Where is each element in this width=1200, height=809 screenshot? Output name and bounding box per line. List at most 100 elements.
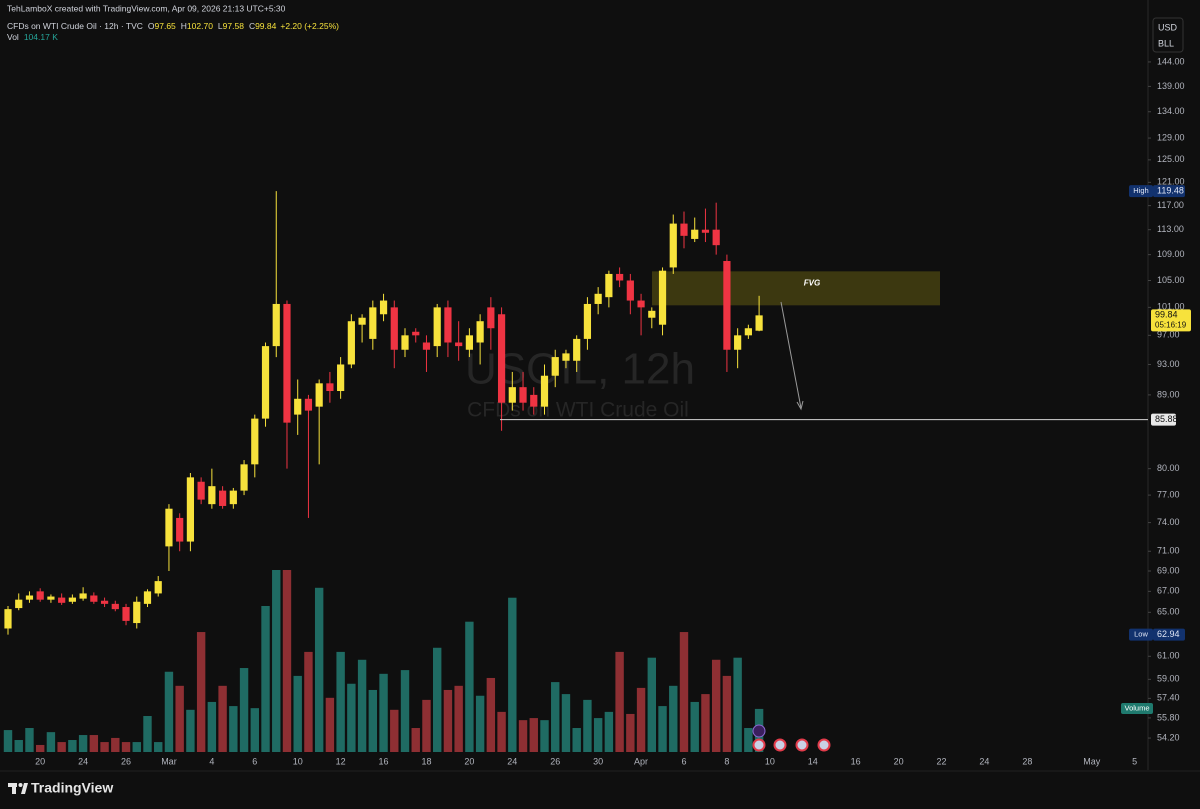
candle-body <box>465 335 473 350</box>
y-tick-label: 89.00 <box>1157 389 1180 399</box>
x-tick-label: 26 <box>121 756 131 766</box>
event-icon[interactable] <box>817 738 831 752</box>
volume-bar <box>443 689 453 752</box>
volume-bar <box>239 668 249 752</box>
candle-body <box>197 481 205 500</box>
y-tick-label: 77.00 <box>1157 489 1180 499</box>
y-tick-label: 57.40 <box>1157 693 1180 703</box>
candle-body <box>701 229 710 233</box>
volume-bar <box>701 694 710 752</box>
volume-bar <box>186 709 195 752</box>
x-tick-label: 10 <box>293 756 303 766</box>
y-tick-label: 113.00 <box>1157 224 1184 234</box>
ohlc-label: C <box>249 21 255 31</box>
candle-body <box>4 609 12 629</box>
volume-bar <box>164 671 174 752</box>
x-tick-label: 16 <box>851 756 861 766</box>
volume-bar <box>229 706 238 752</box>
volume-tag-bg <box>1121 703 1153 714</box>
x-tick-label: 18 <box>421 756 431 766</box>
volume-bar <box>679 632 689 752</box>
candle-body <box>637 300 645 308</box>
volume-bar <box>733 657 742 752</box>
volume-bar <box>154 742 163 752</box>
y-tick-label: 65.00 <box>1157 607 1180 617</box>
volume-bar <box>143 716 152 752</box>
volume-bar <box>604 711 614 752</box>
volume-bar <box>218 685 227 752</box>
price-tag-bg <box>1153 185 1185 198</box>
candle-body <box>47 596 55 600</box>
volume-bar <box>89 735 99 752</box>
price-tag-name-bg <box>1129 628 1153 641</box>
price-tag-name-bg <box>1129 185 1153 198</box>
candle-body <box>680 223 688 236</box>
logo[interactable] <box>8 783 28 794</box>
candle-body <box>100 600 109 604</box>
x-tick-label: Apr <box>634 756 648 766</box>
y-tick-label: 139.00 <box>1157 81 1185 91</box>
credit: TehLamboX created with TradingView.com, … <box>7 3 286 13</box>
change: +2.20 (+2.25%) <box>280 21 339 31</box>
event-icon[interactable] <box>752 738 766 752</box>
volume-bar <box>465 621 474 752</box>
currency-box[interactable] <box>1152 17 1184 53</box>
y-tick-label: 97.00 <box>1157 330 1180 340</box>
header: TehLamboX created with TradingView.com, … <box>7 3 339 42</box>
candle-body <box>530 394 538 407</box>
candle-body <box>304 398 313 411</box>
volume-bar <box>368 689 378 752</box>
candle-body <box>79 593 87 599</box>
unit: BLL <box>1158 38 1174 48</box>
candle-body <box>669 223 677 268</box>
logo-part <box>12 783 16 794</box>
brand: TradingView <box>31 780 113 796</box>
volume-bar <box>132 742 141 752</box>
candles <box>4 191 763 635</box>
candle-body <box>122 607 130 621</box>
candle-body <box>540 375 549 407</box>
candle-body <box>15 599 23 609</box>
y-tick-label: 80.00 <box>1157 463 1180 473</box>
drawings <box>752 301 831 752</box>
candle-body <box>712 229 720 246</box>
candle-body <box>433 307 441 347</box>
y-tick-label: 93.00 <box>1157 359 1180 369</box>
volume-bar <box>497 711 506 752</box>
volume-bar <box>121 742 131 752</box>
volume-bar <box>529 718 538 752</box>
volume-bar <box>325 697 335 752</box>
volume-bar <box>593 718 603 752</box>
x-tick-label: 30 <box>593 756 603 766</box>
event-icon[interactable] <box>752 724 766 738</box>
x-tick-label: 5 <box>1132 756 1137 766</box>
volume-bar <box>433 647 442 752</box>
candle-body <box>36 591 44 600</box>
candle-body <box>422 342 431 350</box>
candle-body <box>444 307 452 343</box>
volume-bar <box>68 740 77 752</box>
x-tick-label: 24 <box>507 756 517 766</box>
volume-bar <box>411 728 420 752</box>
last-price: 99.84 <box>1155 310 1178 320</box>
y-tick-label: 71.00 <box>1157 546 1180 556</box>
volume-bar <box>454 685 463 752</box>
x-tick-label: 22 <box>937 756 947 766</box>
y-tick-label: 121.00 <box>1157 177 1185 187</box>
volume-bar <box>518 720 528 752</box>
volume-bar <box>669 685 678 752</box>
event-icon[interactable] <box>795 738 809 752</box>
candle-body <box>154 581 162 594</box>
arrow-head <box>796 400 804 411</box>
y-tick-label: 105.00 <box>1157 275 1185 285</box>
event-icon[interactable] <box>773 738 787 752</box>
candle-body <box>508 387 516 403</box>
volume-bar <box>744 728 753 752</box>
volume-bar <box>722 675 732 752</box>
currency: USD <box>1158 22 1178 32</box>
candle-body <box>616 273 624 281</box>
candle-body <box>358 317 366 325</box>
volume-bar <box>561 694 571 752</box>
candle-body <box>261 346 270 419</box>
